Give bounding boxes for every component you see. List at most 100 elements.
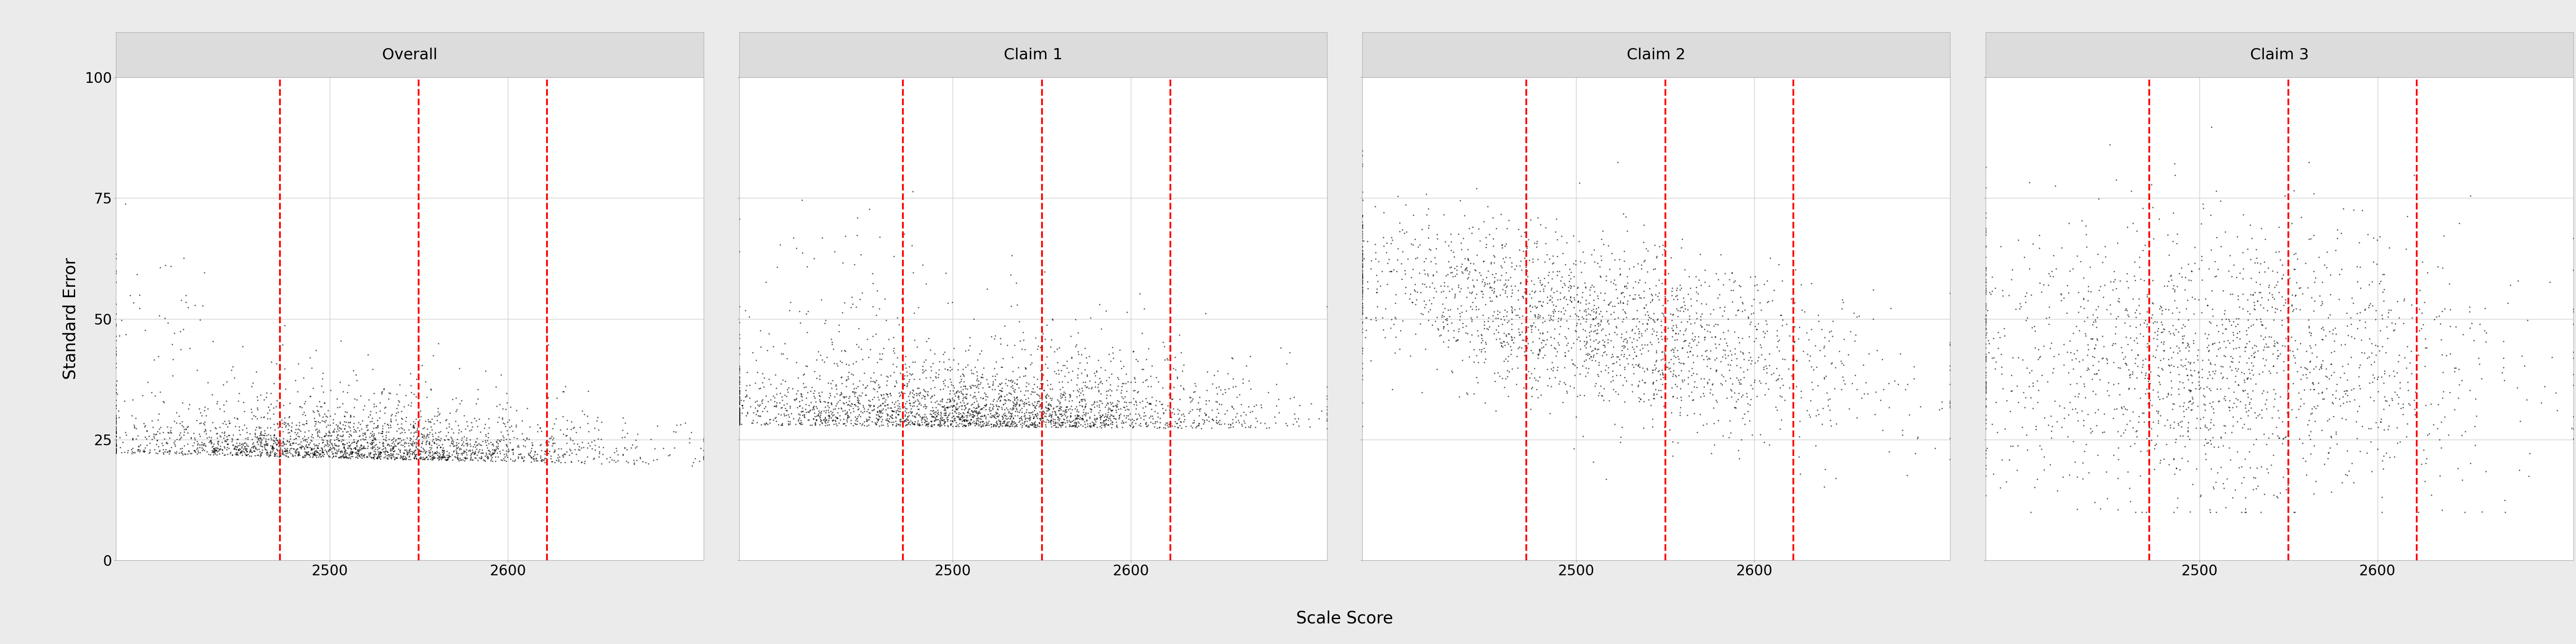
Point (358, 421, 399, 431)
Point (2259, 413, 2300, 423)
Point (1188, 416, 1229, 426)
Point (358, 428, 399, 438)
Point (1110, 409, 1151, 419)
Point (2161, 401, 2202, 412)
Point (2311, 289, 2352, 299)
Point (1020, 368, 1061, 379)
Point (137, 441, 178, 451)
Point (1631, 339, 1672, 350)
Point (914, 397, 956, 408)
Point (1486, 330, 1528, 340)
Point (343, 435, 384, 445)
Point (1674, 272, 1716, 282)
Point (1218, 415, 1260, 426)
Point (2290, 328, 2331, 338)
Point (765, 403, 806, 413)
Point (1409, 245, 1450, 255)
Point (446, 444, 487, 455)
Point (848, 420, 889, 430)
Point (1582, 316, 1623, 327)
Point (969, 406, 1010, 416)
Point (2066, 363, 2107, 373)
Point (850, 412, 891, 422)
Point (801, 415, 842, 426)
Point (1417, 243, 1458, 254)
Point (1798, 316, 1839, 326)
Point (896, 383, 938, 393)
Point (819, 410, 860, 421)
Point (2125, 368, 2166, 378)
Point (371, 422, 412, 433)
Point (1110, 421, 1151, 431)
Point (1038, 422, 1079, 432)
Point (1965, 352, 2007, 362)
Point (961, 404, 1002, 414)
Point (1463, 323, 1504, 334)
Point (1780, 279, 1821, 290)
Point (2280, 283, 2321, 293)
Point (95, 381, 137, 391)
Point (935, 399, 976, 410)
Point (793, 414, 835, 424)
Point (1141, 399, 1182, 409)
Point (374, 454, 415, 464)
Point (2027, 377, 2069, 387)
Point (399, 435, 440, 445)
Point (2259, 222, 2300, 232)
Point (1984, 383, 2025, 393)
Point (1041, 410, 1082, 420)
Point (2123, 408, 2164, 418)
Point (2308, 453, 2349, 464)
Point (412, 453, 453, 463)
Point (1783, 346, 1824, 356)
Point (976, 404, 1018, 415)
Point (956, 406, 997, 417)
Point (1556, 320, 1597, 330)
Point (1543, 377, 1584, 388)
Point (309, 385, 350, 395)
Point (729, 402, 770, 412)
Point (1654, 370, 1695, 381)
Point (2094, 321, 2136, 332)
Point (781, 419, 822, 430)
Point (2182, 255, 2223, 265)
Point (1306, 391, 1347, 401)
Point (1149, 419, 1190, 429)
Point (2262, 270, 2303, 280)
Point (845, 416, 886, 426)
Point (2110, 332, 2151, 343)
Point (1643, 401, 1685, 412)
Point (518, 455, 559, 466)
Point (1054, 415, 1095, 425)
Point (294, 450, 335, 460)
Point (1615, 351, 1656, 361)
Point (804, 396, 845, 406)
Point (487, 426, 528, 436)
Point (1968, 347, 2009, 357)
Point (1579, 344, 1620, 354)
Point (2233, 408, 2275, 418)
Point (1012, 406, 1054, 416)
Point (237, 444, 278, 455)
Point (322, 435, 363, 445)
Point (353, 449, 394, 459)
Point (1342, 211, 1383, 221)
Point (2367, 243, 2409, 253)
Point (1533, 343, 1574, 353)
Point (1646, 362, 1687, 372)
Point (1079, 400, 1121, 410)
Point (353, 431, 394, 441)
Point (793, 419, 835, 430)
Point (2146, 392, 2187, 402)
Point (376, 407, 417, 417)
Point (131, 416, 173, 426)
Point (896, 408, 938, 419)
Point (1566, 295, 1607, 305)
Point (415, 448, 456, 458)
Point (1589, 299, 1631, 310)
Point (999, 399, 1041, 410)
Point (410, 445, 451, 455)
Point (1504, 227, 1546, 237)
Point (613, 458, 654, 468)
Point (927, 382, 969, 392)
